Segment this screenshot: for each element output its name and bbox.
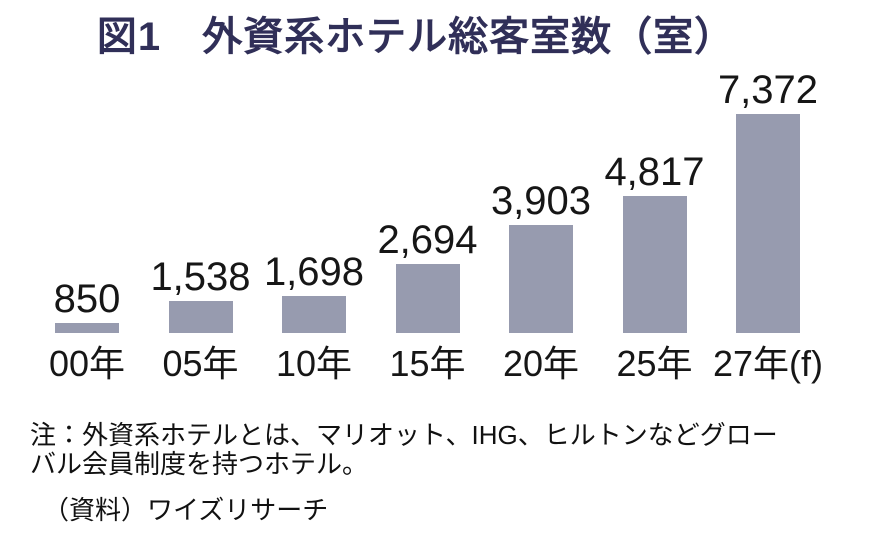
chart-title: 図1 外資系ホテル総客室数（室） (96, 15, 736, 59)
source-credit: （資料）ワイズリサーチ (43, 495, 329, 525)
bar-00年 (55, 323, 119, 333)
bar-value-label: 3,903 (490, 179, 592, 223)
bar-value-label: 1,698 (263, 250, 365, 294)
bar-05年 (168, 301, 233, 333)
bar-value-label: 2,694 (377, 218, 478, 262)
x-axis-label: 27年(f) (712, 343, 824, 384)
bar-20年 (509, 225, 573, 333)
bar-value-label: 4,817 (604, 150, 705, 194)
bar-value-label: 850 (53, 277, 121, 321)
bar-27年(f) (736, 114, 800, 333)
x-axis-label: 00年 (48, 343, 126, 384)
x-axis-label: 15年 (389, 343, 466, 384)
x-axis-label: 10年 (275, 343, 353, 384)
bar-15年 (395, 264, 460, 333)
footnote: 注：外資系ホテルとは、マリオット、IHG、ヒルトンなどグロー バル会員制度を持つ… (30, 421, 778, 479)
footnote-line-2: バル会員制度を持つホテル。 (30, 449, 369, 479)
footnote-line-1: 注：外資系ホテルとは、マリオット、IHG、ヒルトンなどグロー (30, 420, 778, 450)
x-axis-label: 25年 (616, 343, 693, 384)
bar-value-label: 1,538 (150, 255, 251, 299)
bar-25年 (622, 196, 687, 333)
bar-value-label: 7,372 (717, 68, 819, 112)
bar-10年 (282, 296, 346, 333)
x-axis-label: 05年 (162, 343, 239, 384)
x-axis-label: 20年 (502, 343, 580, 384)
